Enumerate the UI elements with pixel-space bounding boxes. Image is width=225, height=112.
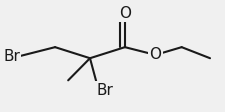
- Text: Br: Br: [96, 83, 113, 98]
- Text: Br: Br: [3, 48, 20, 64]
- Text: O: O: [118, 6, 130, 21]
- Text: O: O: [149, 47, 161, 62]
